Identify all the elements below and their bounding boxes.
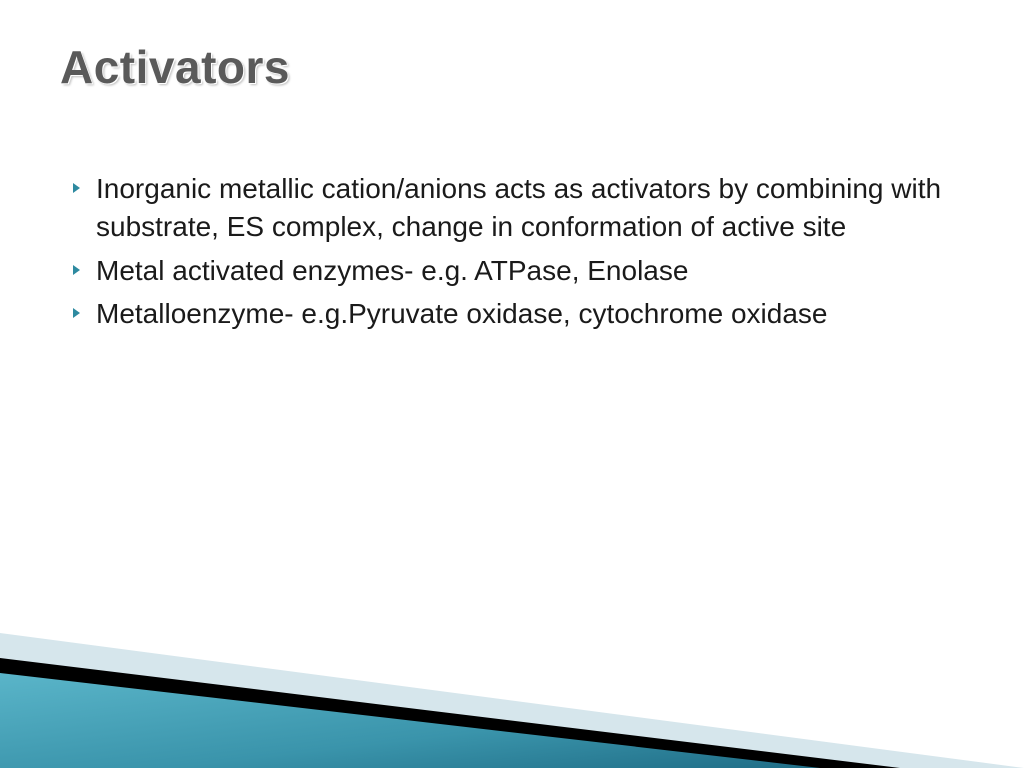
bullet-icon <box>72 264 96 276</box>
bullet-icon <box>72 307 96 319</box>
corner-decoration <box>0 598 1024 768</box>
bullet-icon <box>72 182 96 194</box>
bullet-text: Metalloenzyme- e.g.Pyruvate oxidase, cyt… <box>96 295 827 333</box>
list-item: Metalloenzyme- e.g.Pyruvate oxidase, cyt… <box>72 295 944 333</box>
slide-title: Activators <box>60 40 290 94</box>
bullet-text: Inorganic metallic cation/anions acts as… <box>96 170 944 246</box>
slide: Activators Inorganic metallic cation/ani… <box>0 0 1024 768</box>
content-area: Inorganic metallic cation/anions acts as… <box>72 170 944 339</box>
list-item: Metal activated enzymes- e.g. ATPase, En… <box>72 252 944 290</box>
bullet-text: Metal activated enzymes- e.g. ATPase, En… <box>96 252 688 290</box>
list-item: Inorganic metallic cation/anions acts as… <box>72 170 944 246</box>
